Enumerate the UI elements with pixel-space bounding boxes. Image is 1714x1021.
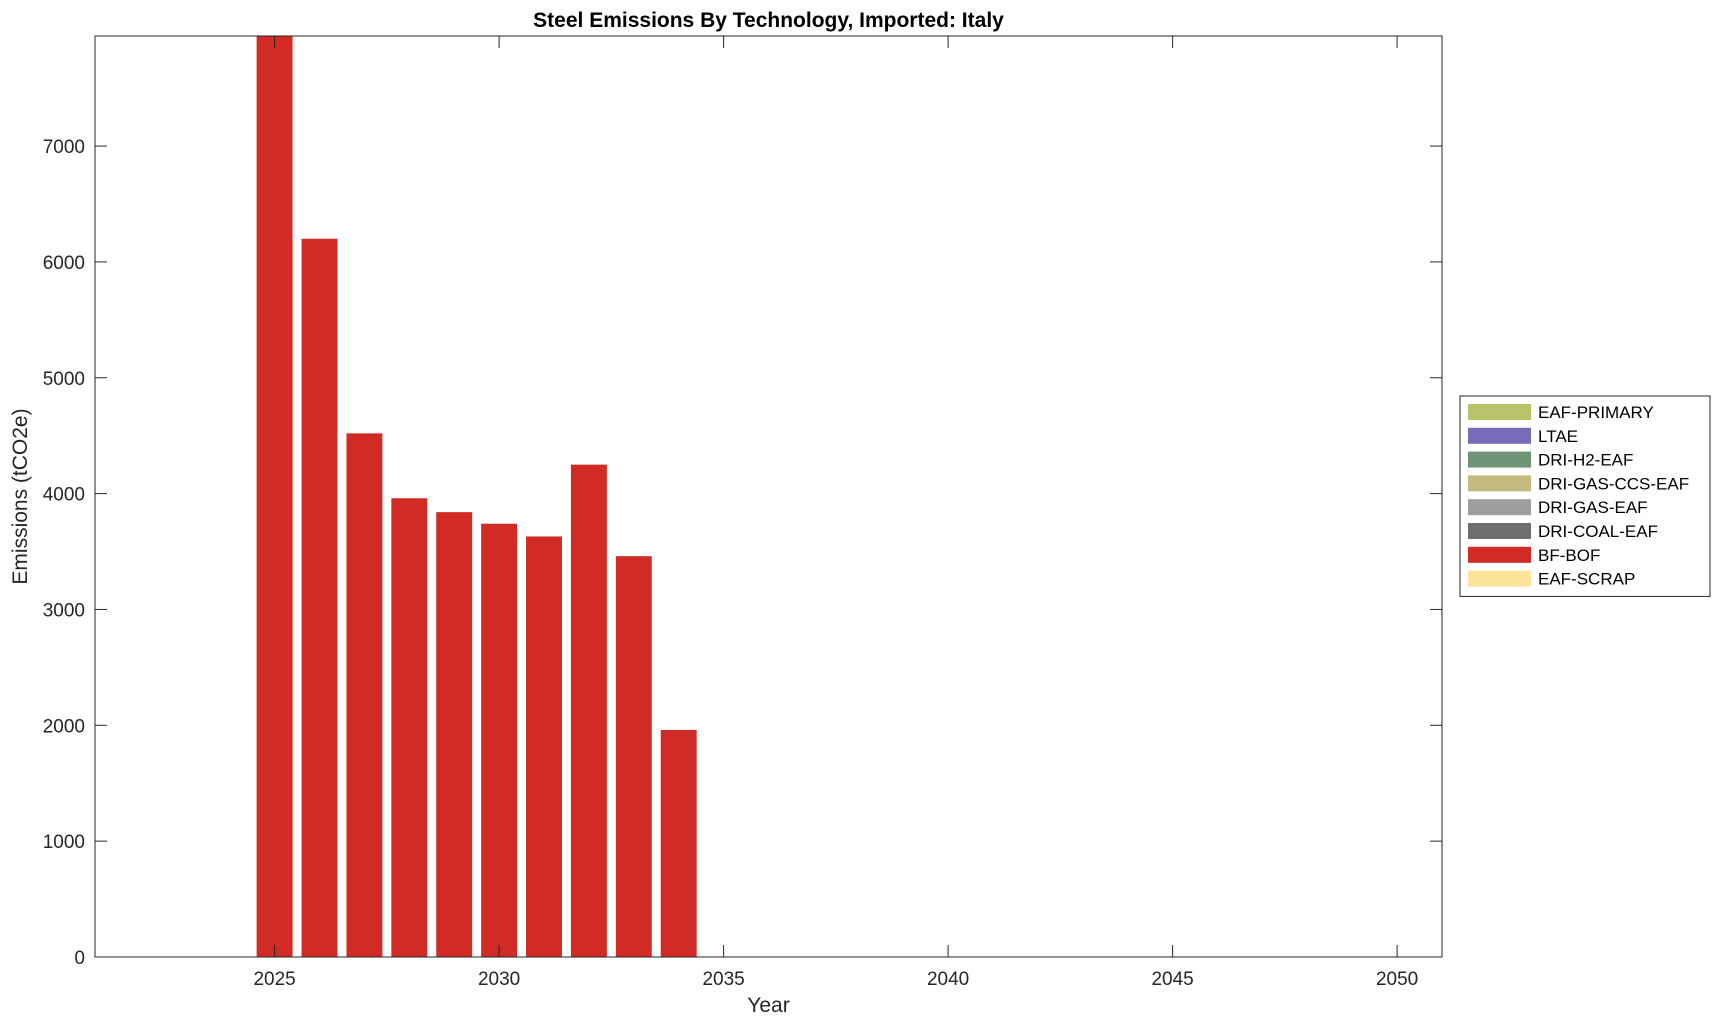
y-axis: 0 1000 2000 3000 4000 5000 6000 7000	[43, 137, 1442, 969]
y-tick-label: 4000	[43, 485, 85, 506]
x-tick-label: 2040	[927, 969, 969, 990]
legend-swatch-eaf-primary	[1468, 404, 1531, 420]
legend-box	[1459, 395, 1711, 597]
bars-layer	[256, 36, 697, 958]
y-tick-label: 5000	[43, 369, 85, 390]
y-tick-label: 6000	[43, 253, 85, 274]
x-tick-label: 2050	[1376, 969, 1418, 990]
bar-bf-bof-2030	[481, 523, 518, 957]
legend-label: EAF-SCRAP	[1538, 570, 1635, 589]
bar-bf-bof-2033	[615, 556, 652, 957]
legend-swatch-dri-gas-eaf	[1468, 499, 1531, 516]
legend-label: DRI-COAL-EAF	[1538, 522, 1658, 541]
bar-bf-bof-2031	[526, 536, 562, 957]
legend-label: EAF-PRIMARY	[1538, 403, 1654, 422]
legend: EAF-PRIMARY LTAE DRI-H2-EAF DRI-GAS-CCS-EAF…	[1459, 395, 1711, 597]
y-tick-label: 2000	[43, 716, 85, 737]
x-tick-label: 2035	[702, 969, 744, 990]
legend-swatch-dri-coal-eaf	[1468, 523, 1531, 539]
legend-label: LTAE	[1538, 427, 1578, 446]
legend-label: DRI-H2-EAF	[1538, 451, 1633, 470]
x-tick-label: 2045	[1151, 969, 1193, 990]
x-axis-label: Year	[747, 994, 789, 1017]
y-tick-label: 7000	[43, 137, 85, 158]
x-tick-label: 2025	[253, 969, 295, 990]
chart-title: Steel Emissions By Technology, Imported:…	[533, 9, 1004, 32]
bar-bf-bof-2034	[660, 729, 697, 957]
legend-swatch-bf-bof	[1468, 546, 1531, 563]
y-tick-label: 0	[74, 948, 85, 969]
bar-bf-bof-2028	[391, 498, 428, 957]
legend-swatch-dri-h2-eaf	[1468, 451, 1531, 468]
legend-label: BF-BOF	[1538, 546, 1600, 565]
legend-swatch-dri-gas-ccs-eaf	[1468, 475, 1531, 492]
legend-label: DRI-GAS-CCS-EAF	[1538, 474, 1689, 493]
y-tick-label: 3000	[43, 600, 85, 621]
legend-swatch-eaf-scrap	[1468, 570, 1531, 587]
legend-swatch-ltae	[1468, 427, 1531, 444]
y-axis-label: Emissions (tCO2e)	[9, 408, 32, 584]
bar-bf-bof-2025	[256, 36, 293, 957]
plot-area-frame	[94, 35, 1443, 958]
legend-label: DRI-GAS-EAF	[1538, 498, 1648, 517]
x-tick-label: 2030	[478, 969, 520, 990]
bar-bf-bof-2029	[436, 512, 473, 957]
x-axis: 2025 2030 2035 2040 2045 2050	[253, 36, 1418, 990]
bar-bf-bof-2026	[301, 238, 338, 958]
y-tick-label: 1000	[43, 832, 85, 853]
bar-bf-bof-2027	[346, 433, 383, 957]
bar-bf-bof-2032	[570, 464, 607, 957]
